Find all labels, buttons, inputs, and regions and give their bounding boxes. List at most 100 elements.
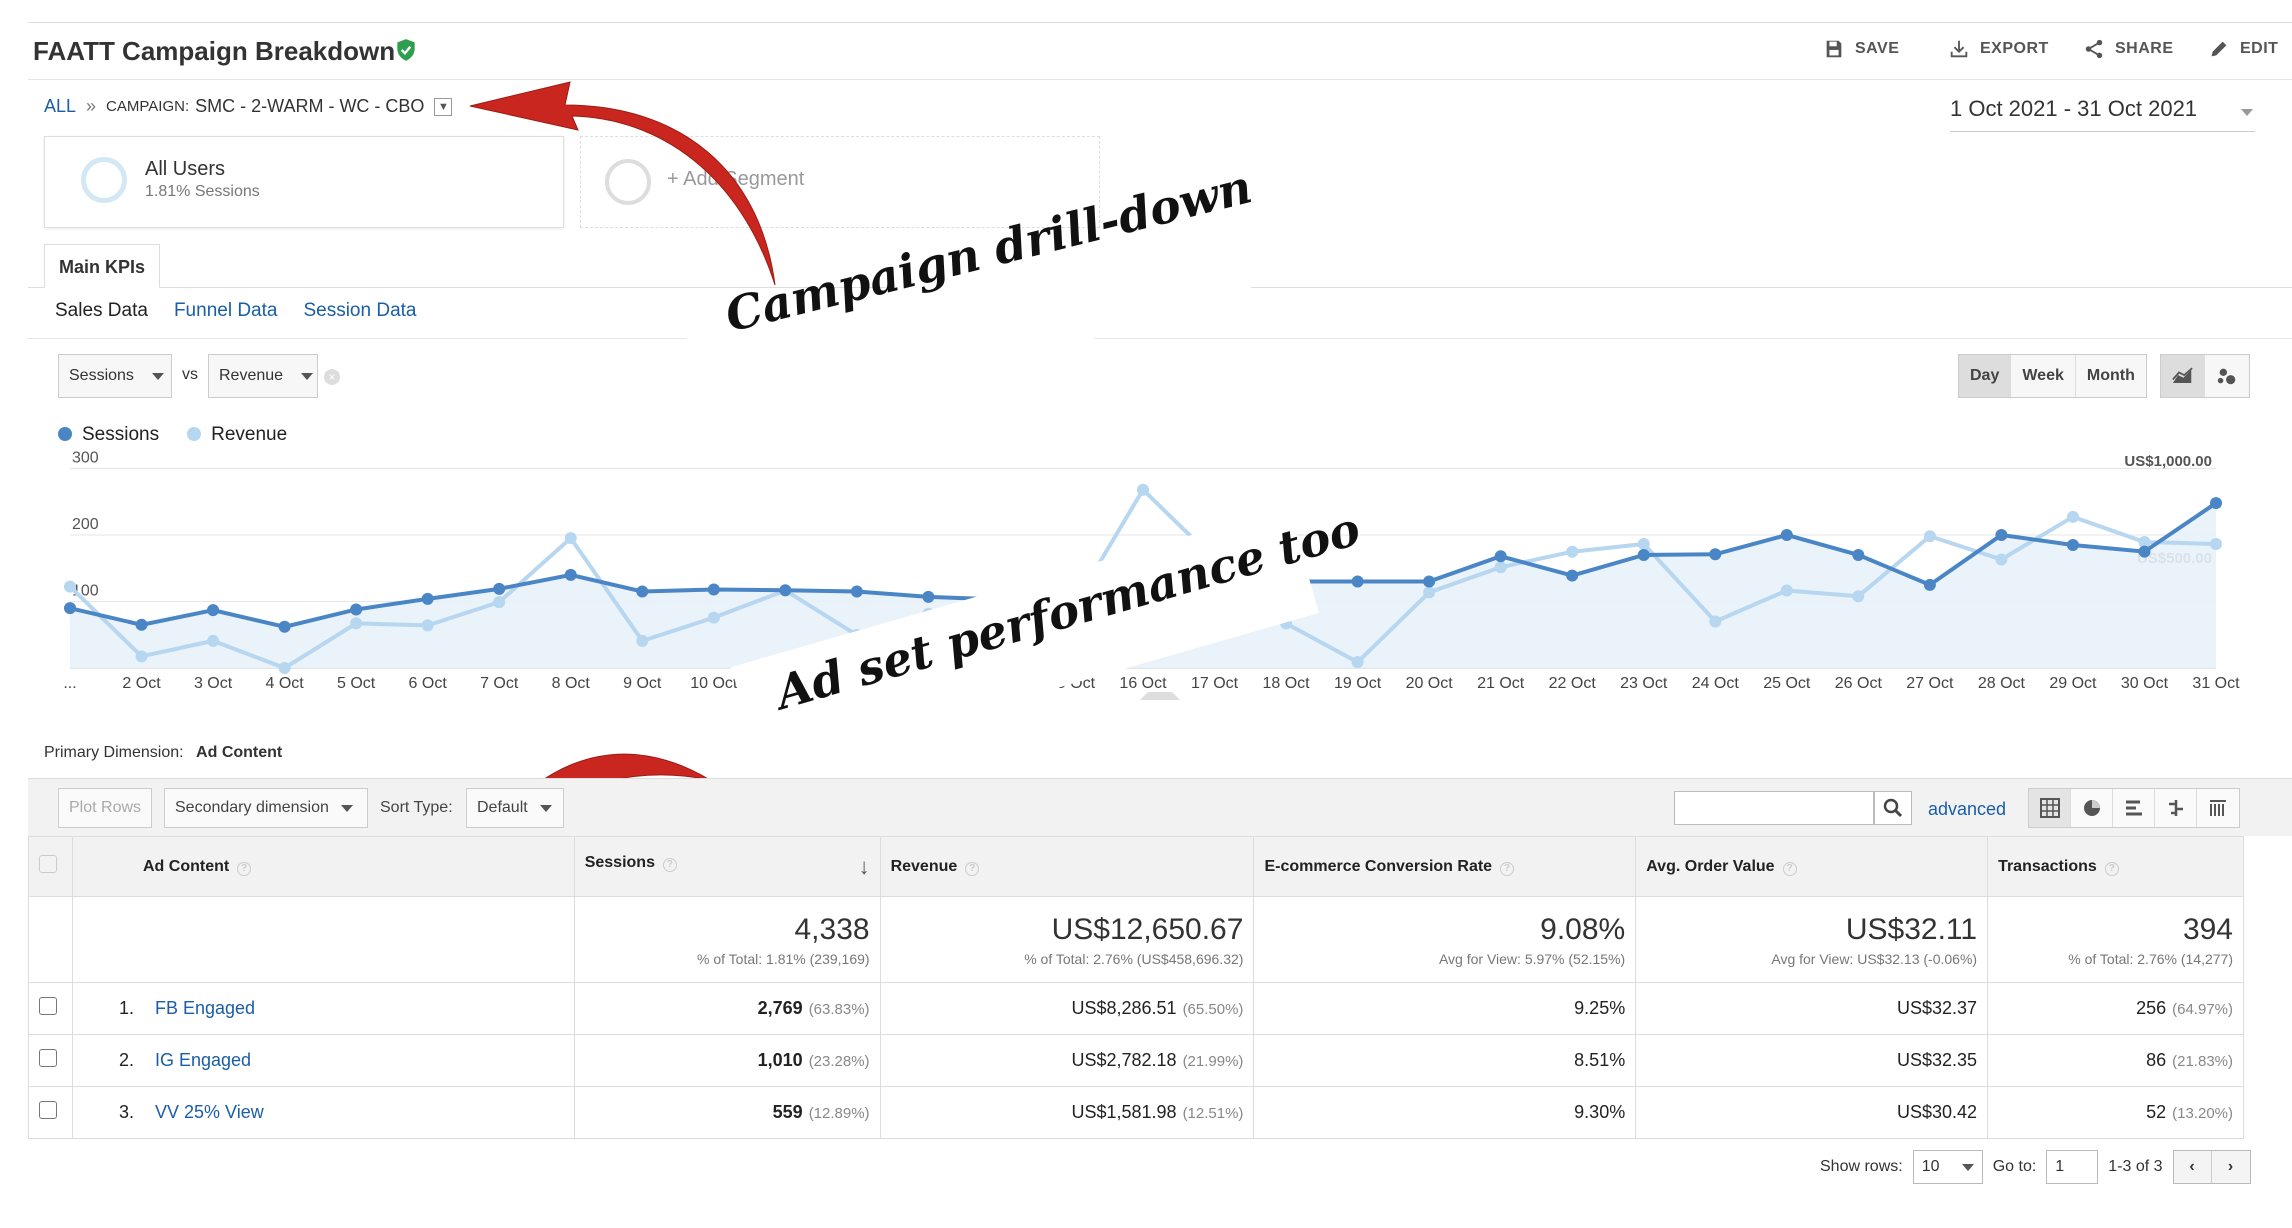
save-label: SAVE <box>1855 40 1900 57</box>
col-sessions[interactable]: Sessions? ↓ <box>573 836 881 897</box>
add-segment-button[interactable]: + Add Segment <box>580 136 1100 228</box>
subtab-sales-data[interactable]: Sales Data <box>55 300 148 321</box>
col-ad-content[interactable]: Ad Content? <box>71 836 575 897</box>
motion-chart-icon[interactable] <box>2205 355 2249 397</box>
revenue-point <box>707 611 720 624</box>
metric1-value: Sessions <box>69 367 134 384</box>
row-revenue: US$8,286.51 (65.50%) <box>879 982 1255 1035</box>
metric2-select[interactable]: Revenue <box>208 354 318 398</box>
export-label: EXPORT <box>1980 40 2049 57</box>
subtab-divider <box>28 338 2292 339</box>
search-button[interactable] <box>1874 791 1912 825</box>
col-conversion-rate[interactable]: E-commerce Conversion Rate? <box>1253 836 1637 897</box>
share-button[interactable]: SHARE <box>2083 38 2174 60</box>
breadcrumb-all-link[interactable]: ALL <box>44 96 77 116</box>
row-checkbox[interactable] <box>39 1101 57 1119</box>
secondary-dimension-select[interactable]: Secondary dimension <box>164 788 368 828</box>
row-sessions-value: 559 <box>772 1102 803 1122</box>
total-sessions-sub: % of Total: 1.81% (239,169) <box>697 950 870 967</box>
legend-sessions[interactable]: Sessions <box>58 424 159 446</box>
line-chart-icon[interactable] <box>2161 355 2205 397</box>
campaign-dropdown-icon[interactable]: ▼ <box>434 97 453 116</box>
help-icon[interactable]: ? <box>662 857 677 872</box>
revenue-point <box>636 634 649 647</box>
row-conversion-rate: 9.25% <box>1253 982 1637 1035</box>
select-all-checkbox[interactable] <box>39 855 57 873</box>
metric1-select[interactable]: Sessions <box>58 354 172 398</box>
row-name-link[interactable]: FB Engaged <box>154 998 256 1018</box>
x-tick-label: 4 Oct <box>265 675 304 692</box>
col-transactions[interactable]: Transactions? <box>1987 836 2244 897</box>
total-conversion-rate: 9.08% Avg for View: 5.97% (52.15%) <box>1253 896 1637 983</box>
subtab-funnel-data[interactable]: Funnel Data <box>173 300 278 321</box>
sessions-point <box>421 592 434 605</box>
sessions-point <box>779 584 792 597</box>
week-button[interactable]: Week <box>2011 355 2076 397</box>
prev-page-button[interactable]: ‹ <box>2173 1151 2212 1183</box>
primary-dimension-value[interactable]: Ad Content <box>196 744 283 761</box>
row-conversion-rate: 8.51% <box>1253 1034 1637 1087</box>
legend-revenue[interactable]: Revenue <box>187 424 287 446</box>
row-sessions: 2,769 (63.83%) <box>573 982 881 1035</box>
date-range-picker[interactable]: 1 Oct 2021 - 31 Oct 2021 <box>1950 96 2255 132</box>
save-button[interactable]: SAVE <box>1823 38 1899 60</box>
total-revenue-sub: % of Total: 2.76% (US$458,696.32) <box>1024 950 1244 967</box>
revenue-point <box>2138 536 2151 549</box>
goto-input[interactable]: 1 <box>2046 1150 2099 1184</box>
col-ad-content-label: Ad Content <box>142 857 230 875</box>
help-icon[interactable]: ? <box>1500 861 1515 876</box>
row-index: 3. <box>118 1102 134 1122</box>
help-icon[interactable]: ? <box>237 861 252 876</box>
totals-row: 4,338 % of Total: 1.81% (239,169) US$12,6… <box>28 896 2244 983</box>
help-icon[interactable]: ? <box>2104 861 2119 876</box>
table-search-input[interactable] <box>1674 791 1874 825</box>
pie-view-icon[interactable] <box>2071 789 2113 827</box>
top-divider <box>28 22 2292 23</box>
x-tick-label: 2 Oct <box>122 675 161 692</box>
bar-view-icon[interactable] <box>2113 789 2155 827</box>
sort-type-select[interactable]: Default <box>466 788 564 828</box>
sort-type-value: Default <box>477 799 528 816</box>
col-conversion-rate-label: E-commerce Conversion Rate <box>1264 857 1493 875</box>
x-tick-label: 18 Oct <box>1262 675 1310 692</box>
revenue-point <box>1923 530 1936 543</box>
table-header-row: Ad Content? Sessions? ↓ Revenue? E-commer… <box>28 836 2244 897</box>
show-rows-label: Show rows: <box>1820 1158 1903 1175</box>
y-tick-label-left: 300 <box>72 450 99 467</box>
tab-main-kpis[interactable]: Main KPIs <box>44 244 161 288</box>
advanced-link[interactable]: advanced <box>1928 799 2007 819</box>
col-avg-order-value[interactable]: Avg. Order Value? <box>1635 836 1989 897</box>
row-index: 1. <box>118 998 134 1018</box>
col-revenue[interactable]: Revenue? <box>879 836 1255 897</box>
edit-button[interactable]: EDIT <box>2208 38 2278 60</box>
row-name-link[interactable]: IG Engaged <box>154 1050 252 1070</box>
pivot-view-icon[interactable] <box>2197 789 2239 827</box>
search-icon <box>1883 798 1903 818</box>
breadcrumb-campaign: SMC - 2-WARM - WC - CBO <box>195 96 425 116</box>
subtab-session-data[interactable]: Session Data <box>303 300 417 321</box>
row-name-link[interactable]: VV 25% View <box>154 1102 264 1122</box>
comparison-view-icon[interactable] <box>2155 789 2197 827</box>
breadcrumb: ALL » CAMPAIGN: SMC - 2-WARM - WC - CBO … <box>44 96 453 117</box>
next-page-button[interactable]: › <box>2211 1151 2250 1183</box>
segment-all-users[interactable]: All Users 1.81% Sessions <box>44 136 564 228</box>
chevron-down-icon <box>1961 1163 1974 1171</box>
data-table: Ad Content? Sessions? ↓ Revenue? E-commer… <box>28 836 2244 1139</box>
table-view-icon[interactable] <box>2029 789 2071 827</box>
plot-rows-button[interactable]: Plot Rows <box>58 788 153 828</box>
revenue-point <box>1137 483 1149 496</box>
add-segment-ring-icon <box>605 159 651 205</box>
clear-metric-icon[interactable]: × <box>324 369 340 385</box>
month-button[interactable]: Month <box>2075 355 2146 397</box>
day-button[interactable]: Day <box>1959 355 2012 397</box>
revenue-point <box>1637 537 1650 550</box>
x-tick-label: 22 Oct <box>1549 675 1597 692</box>
row-checkbox[interactable] <box>39 997 57 1015</box>
sessions-point <box>135 618 148 631</box>
show-rows-select[interactable]: 10 <box>1912 1150 1983 1184</box>
export-button[interactable]: EXPORT <box>1948 38 2049 60</box>
row-checkbox[interactable] <box>39 1049 57 1067</box>
help-icon[interactable]: ? <box>965 861 980 876</box>
help-icon[interactable]: ? <box>1782 861 1797 876</box>
pencil-icon <box>2211 41 2227 57</box>
